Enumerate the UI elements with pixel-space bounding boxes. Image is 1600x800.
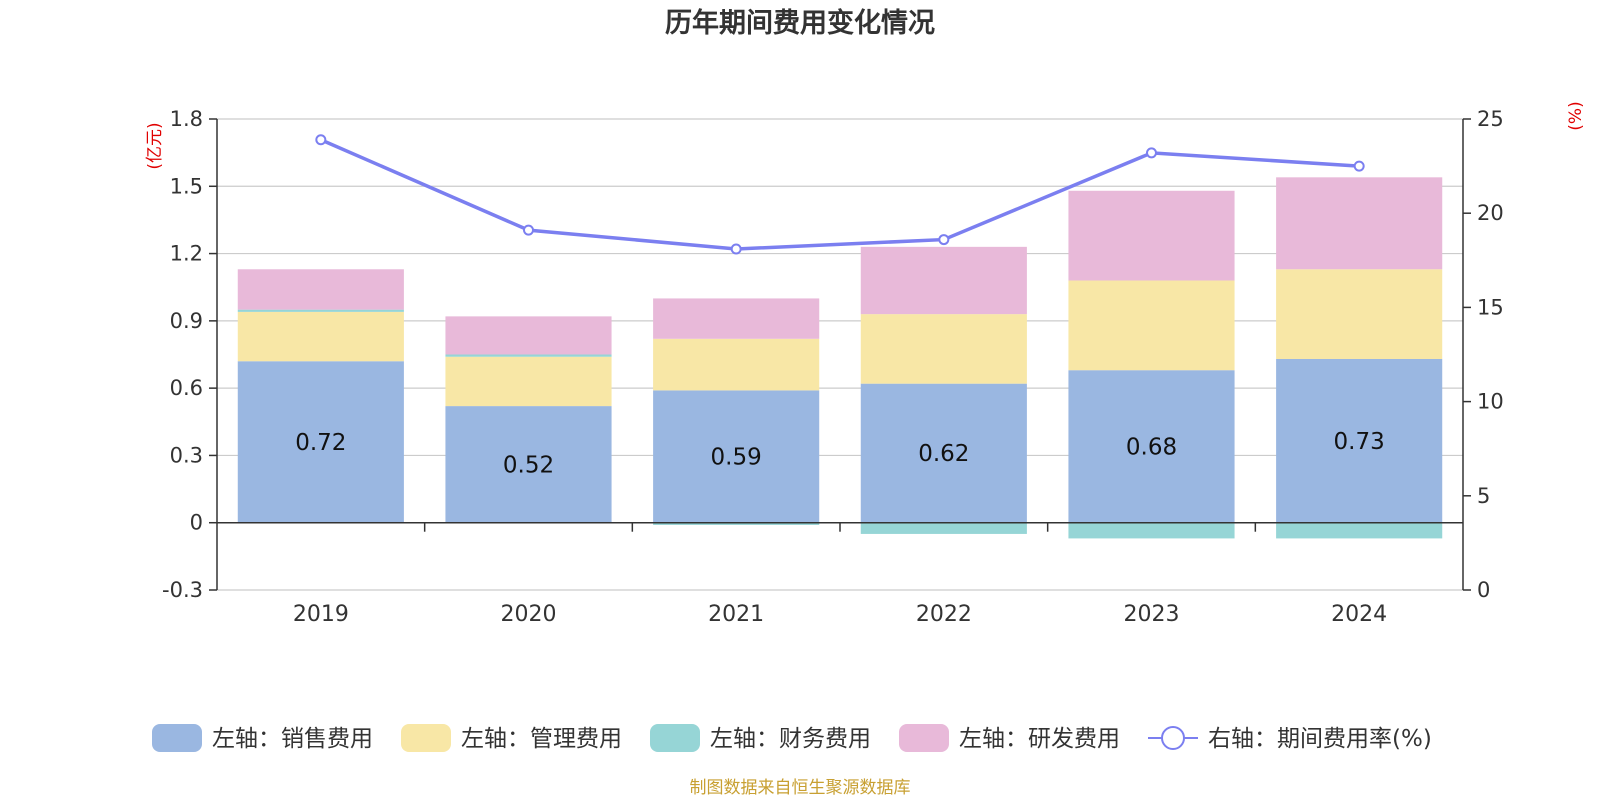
right-tick-label: 10: [1477, 390, 1504, 414]
rate-point: [523, 224, 534, 236]
legend-label: 左轴：财务费用: [710, 726, 871, 752]
bar-data-label: 0.68: [1126, 434, 1177, 460]
bar-segment: [860, 522, 1027, 534]
bar-data-label: 0.62: [918, 441, 969, 467]
right-tick-label: 5: [1477, 484, 1490, 508]
bar-segment: [653, 390, 820, 523]
legend-label: 左轴：研发费用: [959, 726, 1120, 752]
bar-segment: [1276, 522, 1443, 539]
bar-segment: [1276, 358, 1443, 523]
left-tick-label: 0.3: [170, 443, 203, 467]
legend-swatch: [650, 724, 700, 752]
bar-segment: [653, 298, 820, 339]
right-tick-label: 20: [1477, 201, 1504, 225]
right-axis-ticks: 0 5 10 15 20 25: [1463, 107, 1504, 602]
legend-swatch: [152, 724, 202, 752]
bar-segment: [1068, 522, 1235, 539]
right-tick-label: 0: [1477, 578, 1490, 602]
bar-data-label: 0.73: [1334, 429, 1385, 455]
bar-segment: [1068, 190, 1235, 281]
bar-data-label: 0.52: [503, 452, 554, 478]
rate-line-series: [315, 134, 1365, 255]
legend: 左轴：销售费用 左轴：管理费用 左轴：财务费用 左轴：研发费用 右轴：期间费用率(%): [152, 724, 1432, 752]
left-tick-label: 0: [190, 511, 203, 535]
category-label: 2024: [1331, 602, 1387, 627]
legend-swatch: [401, 724, 451, 752]
bar-segment: [653, 522, 820, 525]
bar-segment: [445, 354, 612, 357]
left-axis-unit: (亿元): [145, 122, 165, 169]
category-label: 2019: [293, 602, 349, 627]
left-tick-label: 1.2: [170, 242, 203, 266]
bar-segment: [860, 314, 1027, 384]
legend-marker: [1161, 726, 1185, 750]
bar-segment: [445, 406, 612, 523]
rate-point: [1353, 160, 1365, 172]
bar-data-label: 0.72: [295, 430, 346, 456]
category-label: 2022: [916, 602, 972, 627]
axes: [216, 119, 1464, 590]
rate-point: [1146, 147, 1157, 159]
bar-segment: [860, 383, 1027, 523]
bar-segment: [237, 361, 404, 523]
left-tick-label: 1.5: [170, 174, 203, 198]
bar-segment: [860, 246, 1027, 315]
legend-label: 左轴：管理费用: [461, 726, 622, 752]
bar-segment: [1276, 269, 1443, 359]
bar-data-label: 0.59: [711, 445, 762, 471]
category-label: 2021: [708, 602, 764, 627]
source-note: 制图数据来自恒生聚源数据库: [690, 778, 911, 798]
bar-segment: [653, 338, 820, 391]
bar-stacks: [237, 177, 1443, 539]
legend-label: 右轴：期间费用率(%): [1208, 726, 1432, 752]
category-label: 2023: [1124, 602, 1180, 627]
chart-title: 历年期间费用变化情况: [665, 7, 935, 39]
category-label: 2020: [501, 602, 557, 627]
legend-swatch: [899, 724, 949, 752]
rate-point: [938, 234, 950, 246]
left-tick-label: 0.9: [170, 309, 203, 333]
bar-segment: [237, 309, 404, 312]
bar-segment: [445, 356, 612, 407]
right-tick-label: 25: [1477, 107, 1504, 131]
category-axis-labels: 2019 2020 2021 2022 2023 2024: [293, 602, 1387, 627]
rate-point: [315, 134, 327, 146]
left-tick-label: -0.3: [162, 578, 203, 602]
bar-segment: [237, 269, 404, 310]
left-tick-label: 1.8: [170, 107, 203, 131]
left-tick-label: 0.6: [170, 376, 203, 400]
bar-segment: [445, 316, 612, 355]
legend-label: 左轴：销售费用: [212, 726, 373, 752]
bar-segment: [1068, 370, 1235, 523]
right-tick-label: 15: [1477, 295, 1504, 319]
bar-data-labels: 0.72 0.52 0.59 0.62 0.68 0.73: [295, 429, 1385, 479]
bar-segment: [237, 311, 404, 362]
right-axis-unit: (%): [1566, 101, 1586, 130]
rate-line: [320, 138, 1360, 251]
rate-point: [730, 243, 742, 255]
left-axis-ticks: -0.3 0 0.3 0.6 0.9 1.2 1.5 1.8: [162, 107, 217, 602]
bar-segment: [1068, 280, 1235, 371]
bar-segment: [1276, 177, 1443, 270]
